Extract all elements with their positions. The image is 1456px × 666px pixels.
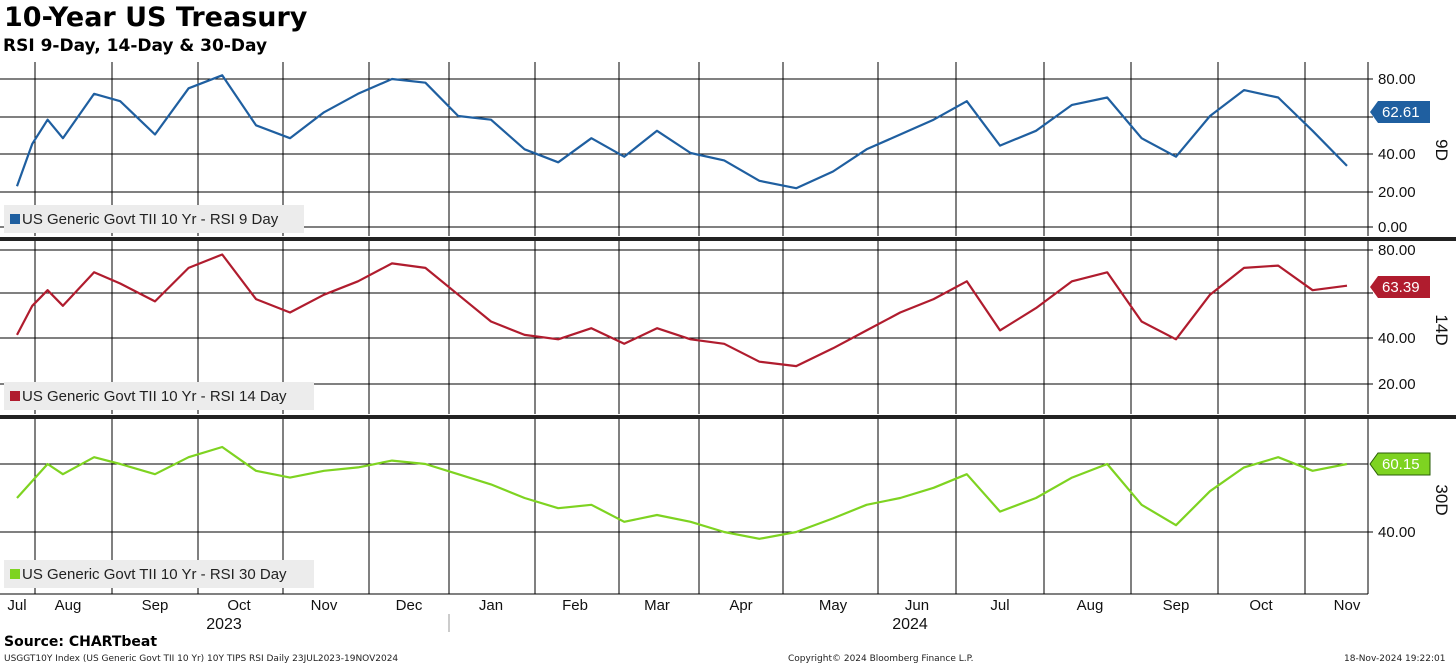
- chart-title: 10-Year US Treasury: [4, 2, 308, 33]
- panel-separator: [0, 237, 1456, 241]
- last-value-badge: [1369, 452, 1431, 476]
- panel-label: 14D: [1432, 314, 1451, 345]
- y-tick-label: 40.00: [1378, 524, 1416, 541]
- last-value-text: 60.15: [1382, 456, 1420, 473]
- y-tick-label: 40.00: [1378, 330, 1416, 347]
- x-tick-label: Jan: [479, 597, 503, 614]
- x-tick-label: Nov: [1334, 597, 1361, 614]
- series-line: [16, 253, 1348, 368]
- x-tick-label: Jul: [990, 597, 1009, 614]
- legend-box: [4, 205, 304, 233]
- legend-swatch: [10, 391, 20, 401]
- x-tick-label: Apr: [729, 597, 752, 614]
- legend-label: US Generic Govt TII 10 Yr - RSI 9 Day: [22, 211, 279, 228]
- panel-label: 9D: [1432, 139, 1451, 161]
- x-tick-label: Feb: [562, 597, 588, 614]
- legend-box: [4, 382, 314, 410]
- source-label: Source: CHARTbeat: [4, 634, 158, 650]
- y-tick-label: 20.00: [1378, 184, 1416, 201]
- x-tick-label: Sep: [142, 597, 169, 614]
- legend-label: US Generic Govt TII 10 Yr - RSI 14 Day: [22, 388, 287, 405]
- x-tick-label: May: [819, 597, 848, 614]
- y-tick-label: 40.00: [1378, 146, 1416, 163]
- legend-swatch: [10, 569, 20, 579]
- x-tick-label: Oct: [1249, 597, 1273, 614]
- x-tick-label: Oct: [227, 597, 251, 614]
- x-tick-label: Jul: [7, 597, 26, 614]
- last-value-text: 62.61: [1382, 104, 1420, 121]
- legend-box: [4, 560, 314, 588]
- year-label: 2024: [892, 616, 928, 633]
- year-label: 2023: [206, 616, 242, 633]
- timestamp: 18-Nov-2024 19:22:01: [1344, 654, 1446, 664]
- series-line: [16, 445, 1348, 540]
- panel-label: 30D: [1432, 484, 1451, 515]
- last-value-text: 63.39: [1382, 279, 1420, 296]
- copyright: Copyright© 2024 Bloomberg Finance L.P.: [788, 654, 974, 664]
- panel-separator: [0, 415, 1456, 419]
- x-tick-label: Dec: [396, 597, 423, 614]
- y-tick-label: 80.00: [1378, 71, 1416, 88]
- x-tick-label: Nov: [311, 597, 338, 614]
- chart-subtitle: RSI 9-Day, 14-Day & 30-Day: [3, 36, 268, 56]
- last-value-badge: [1370, 276, 1430, 298]
- x-tick-label: Mar: [644, 597, 670, 614]
- y-tick-label: 0.00: [1378, 219, 1407, 236]
- y-tick-label: 80.00: [1378, 242, 1416, 259]
- index-note: USGGT10Y Index (US Generic Govt TII 10 Y…: [4, 654, 399, 664]
- x-tick-label: Sep: [1163, 597, 1190, 614]
- y-tick-label: 20.00: [1378, 376, 1416, 393]
- legend-label: US Generic Govt TII 10 Yr - RSI 30 Day: [22, 566, 287, 583]
- last-value-badge: [1370, 101, 1430, 123]
- x-tick-label: Aug: [1077, 597, 1104, 614]
- series-line: [15, 74, 1348, 190]
- x-tick-label: Jun: [905, 597, 929, 614]
- x-tick-label: Aug: [55, 597, 82, 614]
- legend-swatch: [10, 214, 20, 224]
